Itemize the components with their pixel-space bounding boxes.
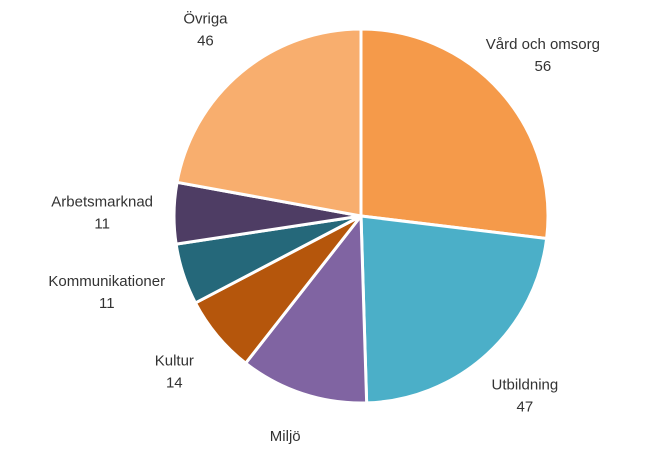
slice-value: 11	[99, 295, 115, 312]
slice-label: Arbetsmarknad	[51, 193, 153, 210]
slice-value: 47	[517, 398, 534, 415]
slice-label: Kultur	[155, 353, 194, 370]
slice-label: Vård och omsorg	[486, 36, 600, 53]
pie-slice	[175, 27, 363, 218]
slice-value: 46	[197, 32, 214, 49]
pie-slice	[359, 214, 549, 405]
slice-value: 23	[277, 450, 294, 453]
slice-value: 56	[535, 58, 552, 75]
slice-value: 11	[94, 215, 110, 232]
slice-label: Kommunikationer	[48, 273, 165, 290]
pie-slice	[359, 27, 550, 241]
slice-label: Miljö	[270, 428, 301, 445]
slice-label: Övriga	[183, 9, 228, 27]
pie-slice	[243, 211, 369, 405]
slice-value: 14	[166, 375, 183, 392]
slice-label: Utbildning	[492, 376, 559, 393]
